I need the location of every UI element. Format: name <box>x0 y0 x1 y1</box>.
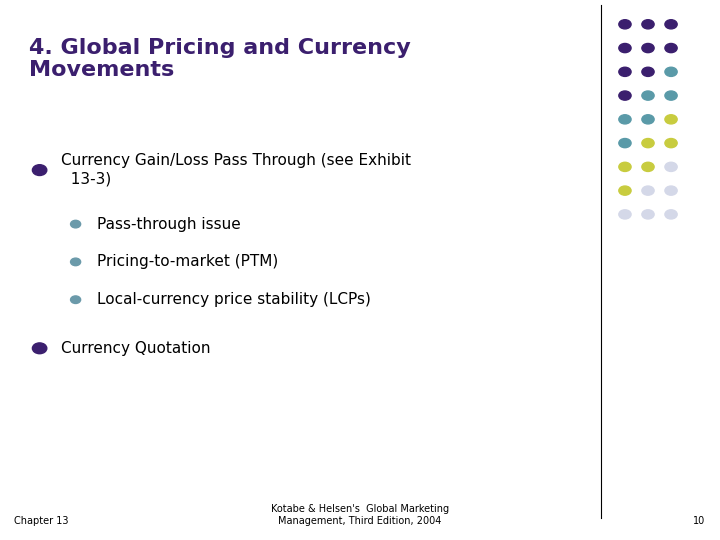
Circle shape <box>642 162 654 172</box>
Text: 10: 10 <box>693 516 706 526</box>
Circle shape <box>619 44 631 53</box>
Text: Pricing-to-market (PTM): Pricing-to-market (PTM) <box>97 254 279 269</box>
Circle shape <box>619 19 631 29</box>
Text: Local-currency price stability (LCPs): Local-currency price stability (LCPs) <box>97 292 371 307</box>
Circle shape <box>665 138 677 147</box>
Circle shape <box>665 115 677 124</box>
Text: Pass-through issue: Pass-through issue <box>97 217 241 232</box>
Circle shape <box>619 210 631 219</box>
Text: 4. Global Pricing and Currency
Movements: 4. Global Pricing and Currency Movements <box>29 38 410 80</box>
Circle shape <box>619 138 631 147</box>
Circle shape <box>642 44 654 53</box>
Circle shape <box>665 19 677 29</box>
Text: Kotabe & Helsen's  Global Marketing
Management, Third Edition, 2004: Kotabe & Helsen's Global Marketing Manag… <box>271 504 449 526</box>
Circle shape <box>665 162 677 172</box>
Circle shape <box>32 165 47 176</box>
Circle shape <box>642 210 654 219</box>
Circle shape <box>665 68 677 76</box>
Circle shape <box>665 91 677 100</box>
Circle shape <box>642 19 654 29</box>
Circle shape <box>665 210 677 219</box>
Circle shape <box>642 91 654 100</box>
Circle shape <box>71 258 81 266</box>
Circle shape <box>32 343 47 354</box>
Circle shape <box>71 296 81 303</box>
Circle shape <box>665 186 677 195</box>
Circle shape <box>619 162 631 172</box>
Text: Chapter 13: Chapter 13 <box>14 516 69 526</box>
Circle shape <box>642 138 654 147</box>
Text: Currency Gain/Loss Pass Through (see Exhibit
  13-3): Currency Gain/Loss Pass Through (see Exh… <box>61 153 411 187</box>
Circle shape <box>642 186 654 195</box>
Circle shape <box>665 44 677 53</box>
Circle shape <box>642 115 654 124</box>
Circle shape <box>642 68 654 76</box>
Circle shape <box>619 186 631 195</box>
Text: Currency Quotation: Currency Quotation <box>61 341 211 356</box>
Circle shape <box>619 91 631 100</box>
Circle shape <box>71 220 81 228</box>
Circle shape <box>619 68 631 76</box>
Circle shape <box>619 115 631 124</box>
